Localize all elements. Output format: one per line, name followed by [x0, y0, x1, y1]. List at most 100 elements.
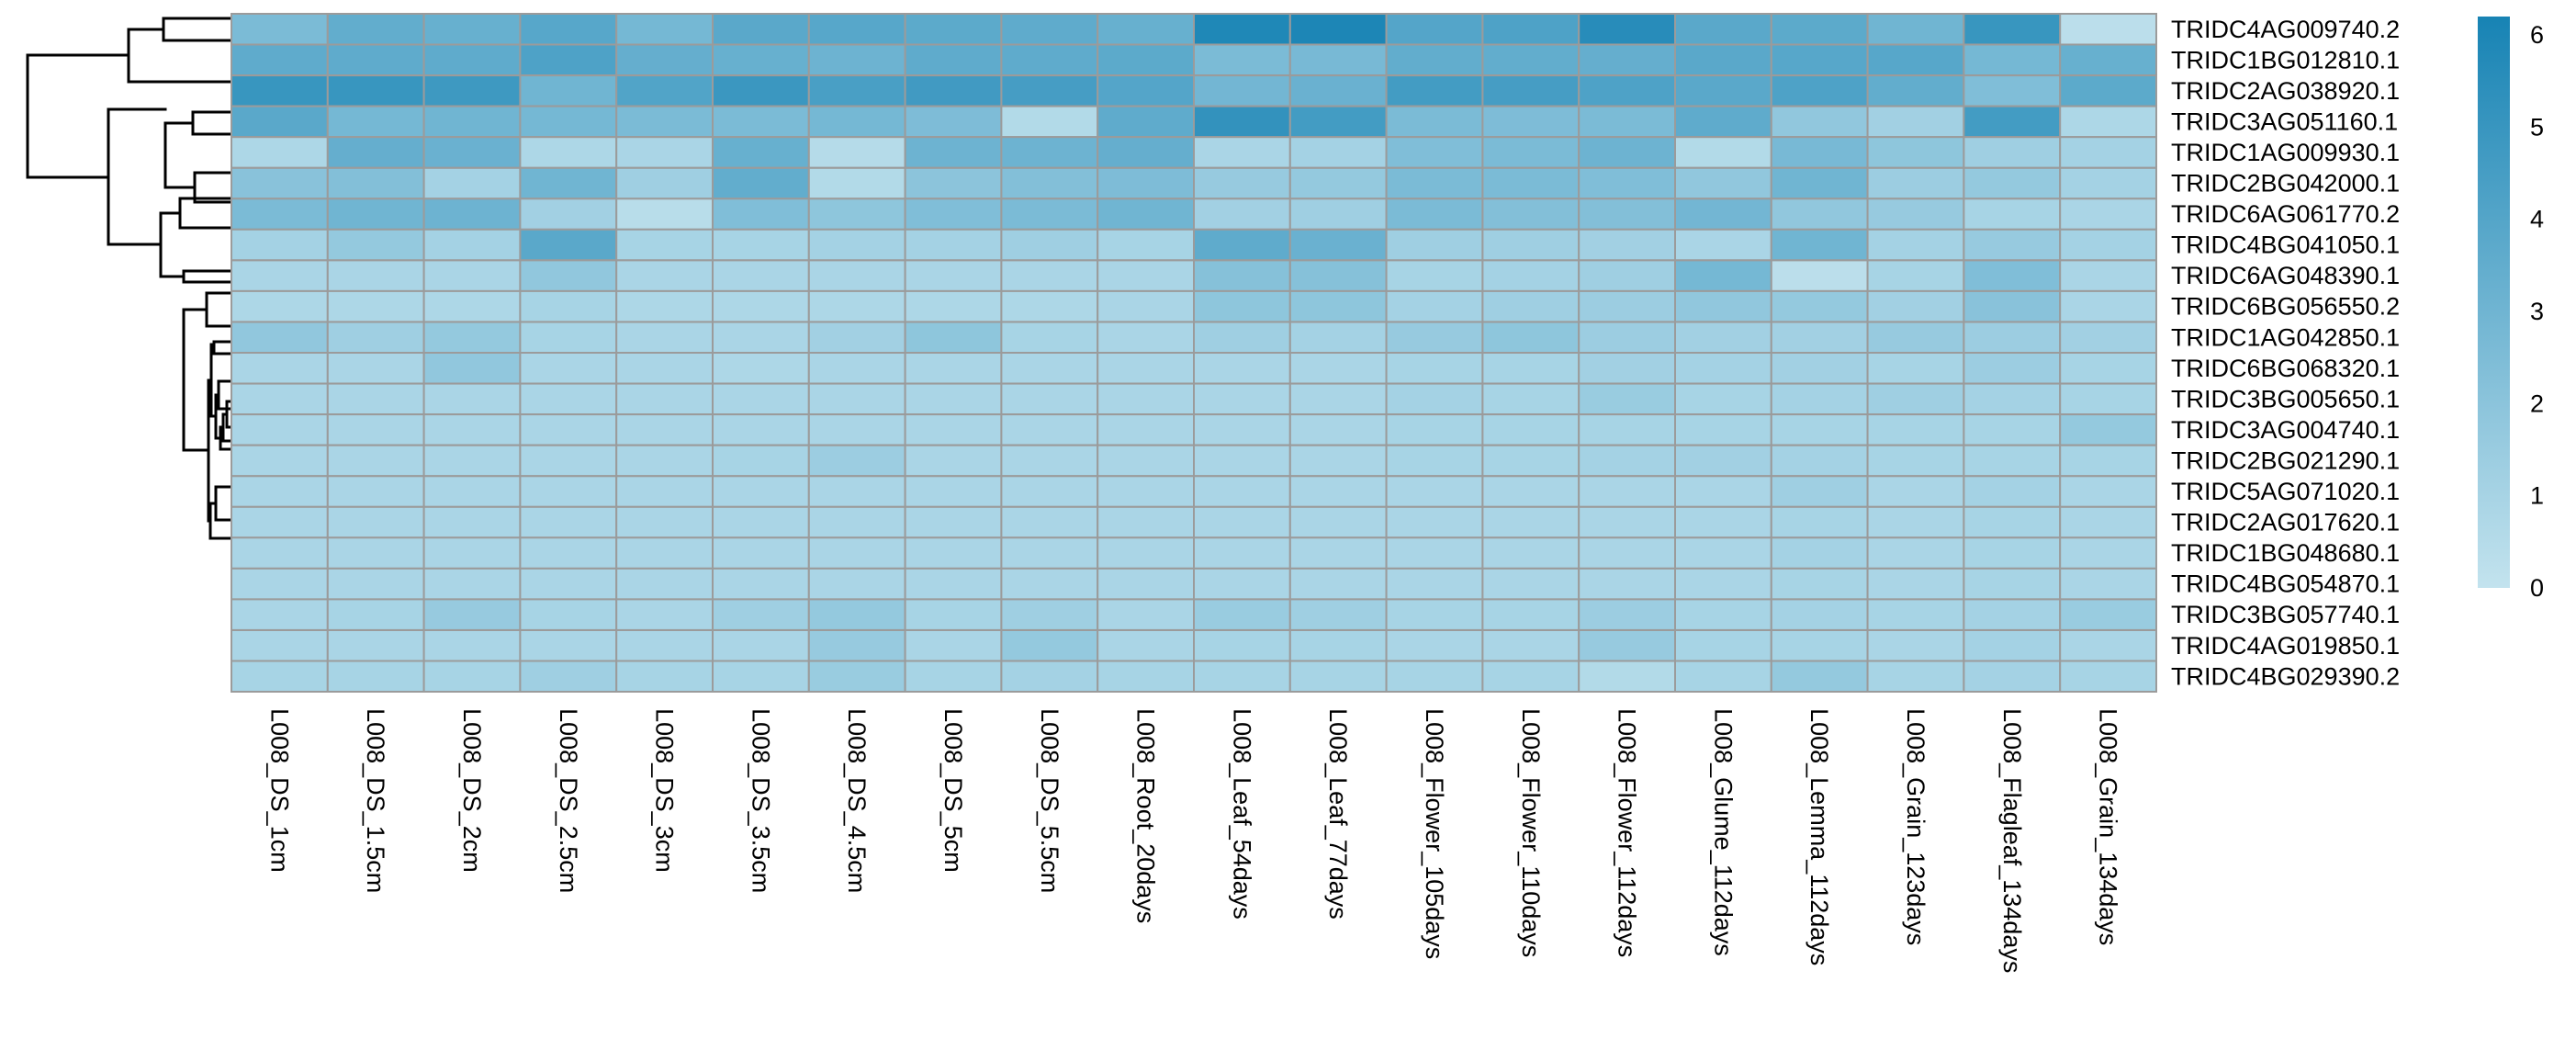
heatmap-cell	[2059, 289, 2157, 323]
heatmap-cell	[615, 43, 714, 76]
heatmap-cell	[712, 475, 810, 508]
heatmap-cell	[2059, 475, 2157, 508]
heatmap-cell	[904, 136, 1003, 169]
heatmap-cell	[615, 321, 714, 354]
heatmap-cell	[1097, 259, 1195, 292]
heatmap-cell	[1481, 444, 1580, 478]
heatmap-cell	[1481, 105, 1580, 139]
heatmap-cell	[904, 228, 1003, 262]
heatmap-cell	[712, 43, 810, 76]
heatmap-cell	[1770, 321, 1869, 354]
heatmap-cell	[807, 598, 906, 631]
heatmap-cell	[1097, 382, 1195, 416]
heatmap-cell	[1674, 198, 1772, 231]
heatmap-cell	[1674, 536, 1772, 570]
heatmap-cell	[1097, 567, 1195, 601]
heatmap-cell	[2059, 660, 2157, 693]
heatmap-cell	[1193, 321, 1291, 354]
heatmap-cell	[1866, 660, 1965, 693]
heatmap-cell	[1385, 321, 1484, 354]
heatmap-cell	[1385, 629, 1484, 662]
row-label: TRIDC3AG004740.1	[2171, 416, 2400, 444]
heatmap-cell	[231, 475, 329, 508]
legend-tick-label: 1	[2530, 482, 2544, 510]
heatmap-cell	[1578, 475, 1676, 508]
heatmap-cell	[1385, 567, 1484, 601]
heatmap-cell	[1963, 567, 2062, 601]
heatmap-cell	[1193, 536, 1291, 570]
heatmap-cell	[1674, 43, 1772, 76]
row-label: TRIDC1BG012810.1	[2171, 46, 2400, 73]
heatmap-cell	[1097, 505, 1195, 539]
heatmap-cell	[422, 475, 522, 508]
heatmap-cell	[1674, 598, 1772, 631]
heatmap-cell	[422, 629, 522, 662]
heatmap-cell	[1770, 382, 1869, 416]
heatmap-cell	[1770, 228, 1869, 262]
heatmap-cell	[2059, 382, 2157, 416]
column-label: L008_Grain_134days	[2095, 708, 2122, 945]
heatmap-cell	[2059, 136, 2157, 169]
row-dendrogram	[26, 17, 233, 540]
heatmap-cell	[2059, 505, 2157, 539]
heatmap-cell	[2059, 166, 2157, 200]
heatmap-cell	[807, 629, 906, 662]
heatmap-cell	[326, 228, 425, 262]
heatmap-cell	[1097, 660, 1195, 693]
heatmap-cell	[712, 536, 810, 570]
row-label: TRIDC2BG042000.1	[2171, 170, 2400, 198]
heatmap-cell	[1963, 352, 2062, 385]
heatmap-cell	[1674, 505, 1772, 539]
column-label: L008_DS_4.5cm	[843, 708, 871, 893]
heatmap-cell	[2059, 413, 2157, 446]
column-label: L008_DS_5.5cm	[1036, 708, 1063, 893]
row-label: TRIDC2AG038920.1	[2171, 77, 2400, 105]
heatmap-cell	[231, 228, 329, 262]
heatmap-cell	[1385, 228, 1484, 262]
heatmap-cell	[519, 629, 618, 662]
heatmap-cell	[1481, 536, 1580, 570]
heatmap-cell	[1578, 166, 1676, 200]
heatmap-cell	[422, 43, 522, 76]
heatmap-cell	[231, 136, 329, 169]
heatmap-cell	[904, 598, 1003, 631]
heatmap-cell	[712, 105, 810, 139]
heatmap-cell	[519, 43, 618, 76]
heatmap-cell	[1963, 13, 2062, 46]
heatmap-cell	[1385, 352, 1484, 385]
heatmap-cell	[807, 289, 906, 323]
heatmap-cell	[1578, 228, 1676, 262]
column-label: L008_Flower_105days	[1421, 708, 1448, 959]
heatmap-cell	[712, 321, 810, 354]
heatmap-cell	[712, 13, 810, 46]
heatmap-cell	[1097, 598, 1195, 631]
legend-tick-label: 0	[2530, 574, 2544, 602]
heatmap-cell	[712, 198, 810, 231]
heatmap-cell	[1000, 475, 1099, 508]
heatmap-cell	[231, 289, 329, 323]
heatmap-cell	[1097, 475, 1195, 508]
heatmap-cell	[519, 136, 618, 169]
heatmap-cell	[615, 567, 714, 601]
heatmap-cell	[1097, 352, 1195, 385]
heatmap-cell	[2059, 259, 2157, 292]
heatmap-cell	[326, 660, 425, 693]
heatmap-cell	[1288, 166, 1388, 200]
heatmap-cell	[807, 505, 906, 539]
heatmap-cell	[904, 13, 1003, 46]
heatmap-cell	[1000, 259, 1099, 292]
column-label: L008_DS_3.5cm	[747, 708, 774, 893]
column-label: L008_DS_2.5cm	[555, 708, 582, 893]
heatmap-cell	[615, 228, 714, 262]
heatmap-cell	[1193, 629, 1291, 662]
heatmap-cell	[1097, 444, 1195, 478]
heatmap-cell	[326, 567, 425, 601]
heatmap-cell	[1770, 567, 1869, 601]
heatmap-cell	[615, 198, 714, 231]
heatmap-cell	[1288, 475, 1388, 508]
heatmap-cell	[422, 105, 522, 139]
heatmap-cell	[519, 74, 618, 107]
heatmap-cell	[807, 660, 906, 693]
